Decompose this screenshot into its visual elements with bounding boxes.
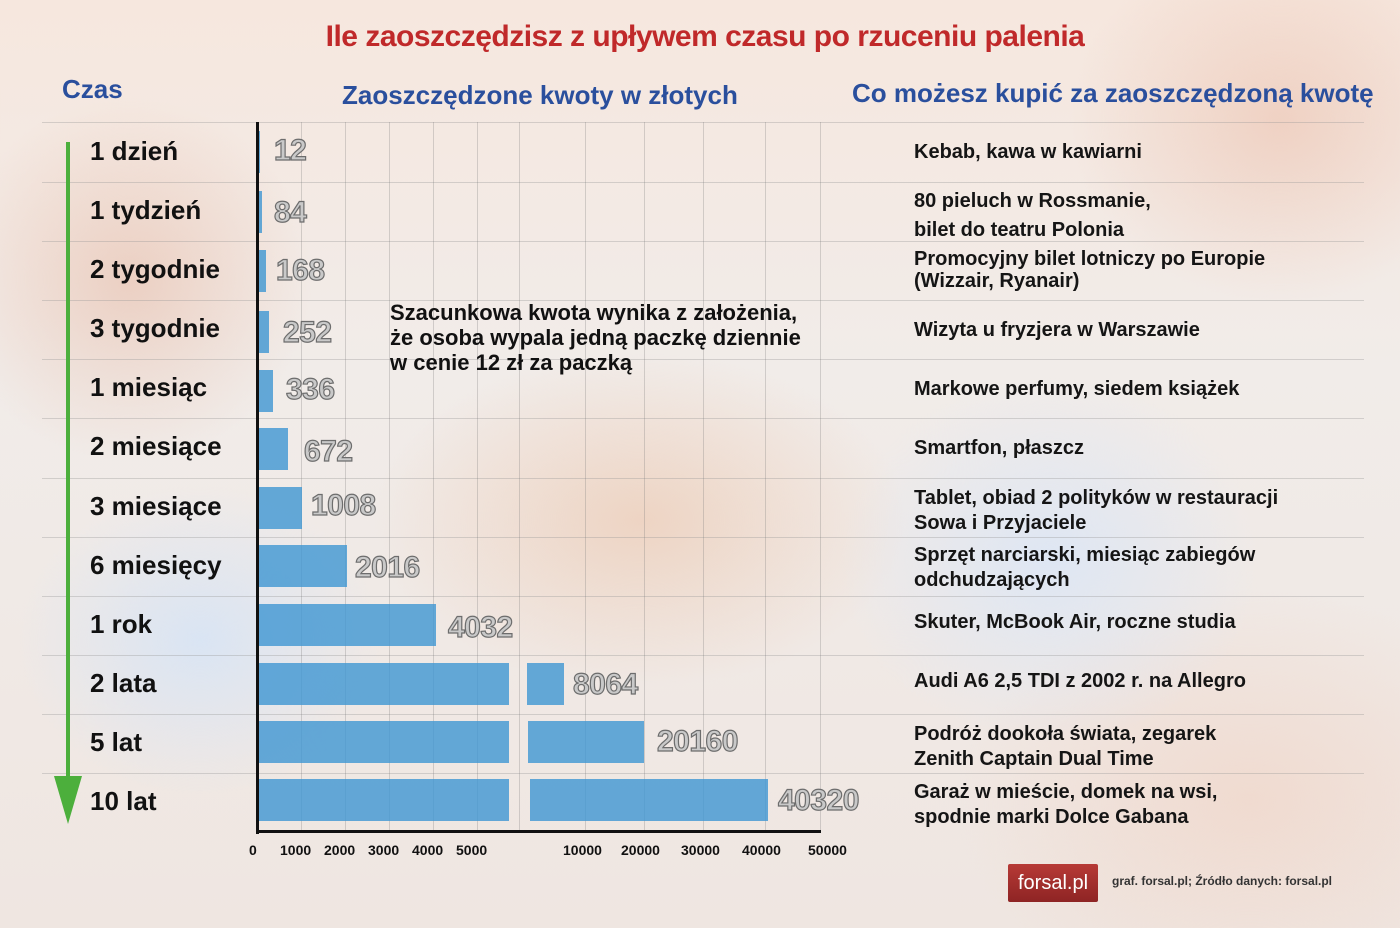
gridline [477,122,478,832]
value-label: 8064 [572,667,638,701]
y-axis [256,122,259,834]
timeline-arrow-shaft [66,142,70,782]
time-label: 1 rok [90,609,153,639]
bar [259,311,269,353]
time-label: 10 lat [90,786,157,816]
row-separator [42,359,1364,360]
buy-label: Sprzęt narciarski, miesiąc zabiegów odchu… [914,544,1256,591]
row-separator [42,418,1364,419]
bar [259,250,266,292]
gridline [519,122,520,832]
row-separator [42,122,1364,123]
value-label: 168 [275,253,325,287]
value-label: 672 [303,434,353,468]
buy-label: Podróż dookoła świata, zegarek Zenith Cap… [914,723,1217,770]
buy-label: Wizyta u fryzjera w Warszawie [914,319,1200,341]
buy-label: Smartfon, płaszcz [914,437,1085,459]
bar-segment-left [259,663,509,705]
row-separator [42,714,1364,715]
buy-label: 80 pieluch w Rossmanie, bilet do teatru P… [914,190,1151,241]
buy-label: Kebab, kawa w kawiarni [914,141,1142,163]
value-label: 40320 [777,783,860,817]
row-separator [42,241,1364,242]
x-tick: 20000 [621,842,660,858]
x-tick: 40000 [742,842,781,858]
time-label: 2 lata [90,668,157,698]
buy-label: Markowe perfumy, siedem książek [914,378,1240,400]
x-tick: 2000 [324,842,356,858]
x-tick: 0 [249,842,257,858]
x-tick: 3000 [368,842,400,858]
buy-label: Promocyjny bilet lotniczy po Europie (Wiz… [914,248,1266,292]
note-line: w cenie 12 zł za paczką [390,350,633,375]
time-label: 6 miesięcy [90,550,222,580]
forsal-logo[interactable]: forsal.pl [1008,864,1098,902]
assumption-note: Szacunkowa kwota wynika z założenia, że … [390,300,801,375]
x-tick: 10000 [563,842,602,858]
time-label: 1 dzień [90,136,179,166]
time-label: 3 tygodnie [90,313,221,343]
buy-label: Garaż w mieście, domek na wsi, spodnie ma… [914,781,1218,828]
x-tick: 4000 [412,842,444,858]
note-line: Szacunkowa kwota wynika z założenia, [390,300,798,325]
bar [259,545,347,587]
buy-label: Skuter, McBook Air, roczne studia [914,611,1236,633]
x-tick: 30000 [681,842,720,858]
gridline [703,122,704,832]
arrow-down-icon [54,776,82,824]
row-separator [42,655,1364,656]
bar [259,191,262,233]
x-axis [256,830,821,833]
time-label: 2 tygodnie [90,254,221,284]
value-label: 12 [273,133,307,167]
value-label: 336 [285,372,335,406]
gridline [644,122,645,832]
bar [259,131,260,173]
row-separator [42,773,1364,774]
time-column-header: Czas [62,74,123,104]
bar-segment-left [259,721,509,763]
value-label: 20160 [656,724,739,758]
x-tick: 1000 [280,842,312,858]
gridline [433,122,434,832]
buy-column-header: Co możesz kupić za zaoszczędzoną kwotę [852,78,1374,108]
x-tick: 5000 [456,842,488,858]
amount-column-header: Zaoszczędzone kwoty w złotych [342,80,738,110]
row-separator [42,596,1364,597]
buy-label: Tablet, obiad 2 polityków w restauracji S… [914,487,1279,534]
time-label: 1 miesiąc [90,372,208,402]
bar [259,604,436,646]
gridline [765,122,766,832]
row-separator [42,300,1364,301]
gridline [345,122,346,832]
gridline [301,122,302,832]
x-tick: 50000 [808,842,847,858]
bar-segment-left [259,779,509,821]
value-label: 2016 [354,550,420,584]
value-label: 4032 [447,610,513,644]
chart-title: Ile zaoszczędzisz z upływem czasu po rzu… [325,20,1085,53]
row-separator [42,478,1364,479]
buy-label: Audi A6 2,5 TDI z 2002 r. na Allegro [914,670,1246,692]
bar-segment-right [530,779,768,821]
row-separator [42,537,1364,538]
value-label: 252 [282,315,332,349]
bar [259,370,273,412]
note-line: że osoba wypala jedną paczkę dziennie [390,325,801,350]
source-credit: graf. forsal.pl; Źródło danych: forsal.p… [1112,874,1333,888]
bar [259,487,302,529]
time-label: 1 tydzień [90,195,202,225]
gridline [820,122,821,832]
bar-segment-right [527,663,564,705]
time-label: 2 miesiące [90,431,222,461]
gridline [585,122,586,832]
value-label: 1008 [310,488,376,522]
value-label: 84 [273,195,307,229]
time-label: 5 lat [90,727,143,757]
gridline [389,122,390,832]
row-separator [42,182,1364,183]
bar-segment-right [528,721,644,763]
bar [259,428,288,470]
time-label: 3 miesiące [90,491,222,521]
